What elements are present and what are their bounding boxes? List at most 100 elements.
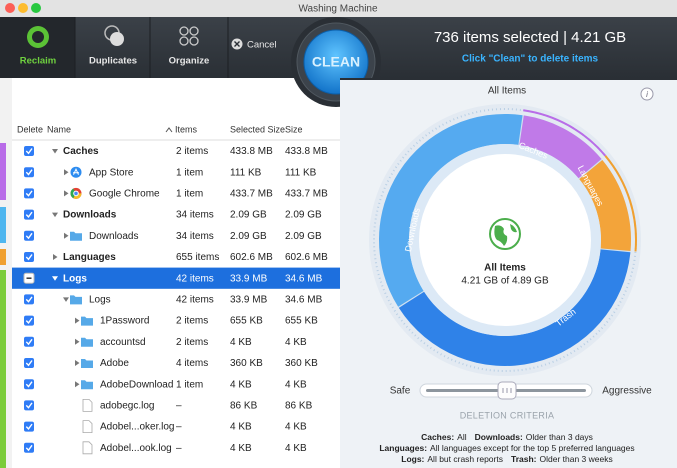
minimize-button[interactable] [18, 3, 28, 13]
row-selected-size: 655 KB [230, 316, 263, 327]
list-row[interactable]: Downloads 34 items 2.09 GB 2.09 GB [24, 209, 322, 221]
criteria-value: Older than 3 days [526, 432, 593, 442]
checkbox[interactable] [24, 209, 34, 220]
file-icon [82, 420, 93, 433]
row-size: 433.8 MB [285, 146, 328, 157]
criteria-value: Older than 3 weeks [540, 454, 613, 464]
row-name: Adobe [100, 358, 129, 369]
criteria-value: All languages except for the top 5 prefe… [430, 443, 635, 453]
checkbox-check [25, 317, 33, 324]
row-size: 4 KB [285, 443, 307, 454]
column-header[interactable]: Size [285, 124, 303, 134]
globe-icon [489, 218, 521, 250]
list-row[interactable]: Logs 42 items 33.9 MB 34.6 MB [12, 267, 340, 289]
checkbox-check [25, 148, 33, 155]
list-row[interactable]: Downloads 34 items 2.09 GB 2.09 GB [24, 230, 322, 242]
checkbox[interactable] [24, 230, 34, 241]
list-row[interactable]: Adobe 4 items 360 KB 360 KB [24, 358, 318, 369]
row-name: Downloads [89, 231, 138, 242]
disclosure-closed[interactable] [64, 190, 69, 197]
disclosure-closed[interactable] [64, 232, 69, 239]
category-strip-logs [0, 270, 6, 468]
checkbox[interactable] [24, 188, 34, 199]
list-row[interactable]: Google Chrome 1 item 433.7 MB 433.7 MB [24, 187, 328, 200]
checkbox[interactable] [24, 336, 34, 347]
list-row[interactable]: 1Password 2 items 655 KB 655 KB [24, 315, 318, 327]
slider-grip [502, 388, 512, 393]
list-row[interactable]: Languages 655 items 602.6 MB 602.6 MB [24, 252, 328, 263]
close-button[interactable] [5, 3, 15, 13]
criteria-title: DELETION CRITERIA [460, 410, 555, 420]
checkbox[interactable] [24, 252, 34, 262]
row-selected-size: 4 KB [230, 337, 252, 348]
column-header[interactable]: Delete [17, 124, 43, 134]
organize-tab[interactable]: Organize [169, 26, 210, 67]
disclosure-open[interactable] [52, 149, 58, 154]
list-row[interactable]: Adobel...ook.log – 4 KB 4 KB [24, 441, 307, 455]
list-row[interactable]: AdobeDownload 1 item 4 KB 4 KB [24, 379, 307, 390]
disclosure-closed[interactable] [53, 254, 58, 260]
clean-label: CLEAN [312, 54, 360, 70]
disclosure-closed[interactable] [75, 381, 80, 388]
disclosure-open[interactable] [52, 276, 58, 281]
column-header[interactable]: Items [175, 124, 198, 134]
checkbox[interactable] [24, 421, 34, 432]
row-name: AdobeDownload [100, 379, 173, 390]
disclosure-open[interactable] [63, 297, 69, 302]
file-icon [82, 399, 93, 412]
checkbox-check [25, 254, 33, 261]
column-header[interactable]: Selected Size [230, 124, 285, 134]
criteria-line: Logs: All but crash reports Trash: Older th… [401, 454, 612, 464]
list-row[interactable]: adobegc.log – 86 KB 86 KB [24, 399, 313, 412]
app-icon-glyph [73, 167, 79, 175]
disclosure-closed[interactable] [75, 317, 80, 324]
criteria-label: Caches: [421, 432, 454, 442]
criteria-line: Languages: All languages except for the t… [379, 443, 634, 453]
duplicates-tab[interactable]: Duplicates [89, 25, 137, 67]
zoom-button[interactable] [31, 3, 41, 13]
disclosure-closed[interactable] [75, 338, 80, 345]
row-selected-size: 111 KB [230, 167, 262, 178]
disclosure-closed[interactable] [64, 169, 69, 176]
checkbox[interactable] [24, 167, 34, 178]
checkbox[interactable] [24, 146, 34, 156]
criteria-slider[interactable] [497, 381, 517, 400]
row-selected-size: 4 KB [230, 422, 252, 433]
row-items: 1 item [176, 189, 203, 200]
row-items: – [176, 443, 182, 454]
row-selected-size: 433.8 MB [230, 146, 273, 157]
row-name: Adobel...ook.log [100, 443, 172, 454]
row-size: 86 KB [285, 401, 313, 412]
list-row[interactable]: Adobel...oker.log – 4 KB 4 KB [24, 420, 307, 433]
list-row[interactable]: Logs 42 items 33.9 MB 34.6 MB [24, 294, 323, 306]
cancel-button[interactable]: Cancel [231, 38, 277, 51]
disclosure-open[interactable] [52, 212, 58, 218]
row-size: 34.6 MB [285, 295, 323, 306]
list-row[interactable]: Caches 2 items 433.8 MB 433.8 MB [24, 146, 328, 157]
row-items: 42 items [176, 273, 214, 284]
checkbox[interactable] [24, 442, 34, 453]
list-row[interactable]: accountsd 2 items 4 KB 4 KB [24, 336, 307, 348]
column-header[interactable]: Name [47, 124, 71, 134]
folder-icon [81, 337, 93, 347]
checkbox[interactable] [24, 294, 34, 305]
criteria-label: Languages: [379, 443, 427, 453]
row-items: – [176, 422, 182, 433]
criteria-label: Downloads: [475, 432, 523, 442]
reclaim-tab[interactable]: Reclaim [20, 26, 56, 67]
cancel-icon-x [234, 41, 240, 47]
row-items: 42 items [176, 295, 214, 306]
row-name: adobegc.log [100, 401, 155, 412]
file-list: Caches 2 items 433.8 MB 433.8 MB App Store 1 … [12, 146, 340, 455]
disclosure-closed[interactable] [75, 360, 80, 366]
checkbox[interactable] [24, 400, 34, 411]
list-row[interactable]: App Store 1 item 111 KB 111 KB [24, 166, 317, 179]
checkbox[interactable] [24, 358, 34, 368]
file-icon [82, 441, 93, 455]
checkbox-check [25, 444, 33, 452]
info-button[interactable]: i [640, 87, 654, 101]
globe-land [494, 224, 517, 246]
checkbox[interactable] [24, 379, 34, 390]
checkbox[interactable] [24, 315, 34, 326]
